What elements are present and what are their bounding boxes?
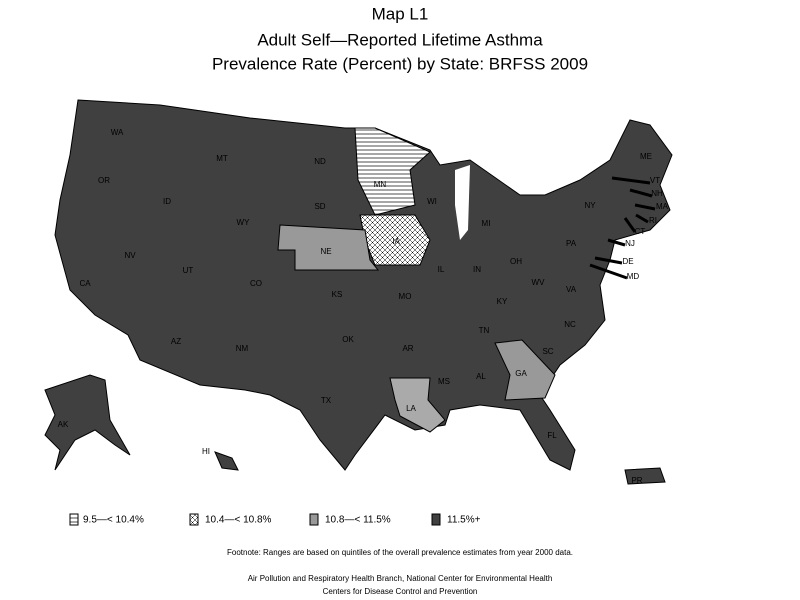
state-la bbox=[389, 377, 446, 433]
state-label: RI bbox=[649, 216, 657, 225]
state-label: WA bbox=[111, 128, 124, 137]
credit: Air Pollution and Respiratory Health Bra… bbox=[248, 574, 553, 583]
state-label: KS bbox=[332, 290, 343, 299]
legend-label: 11.5%+ bbox=[447, 515, 481, 526]
state-label: CA bbox=[79, 279, 91, 288]
state-label: VT bbox=[650, 176, 660, 185]
state-label: HI bbox=[202, 447, 210, 456]
state-label: IN bbox=[473, 265, 481, 274]
legend-swatch bbox=[69, 513, 79, 526]
state-pr bbox=[624, 467, 666, 485]
legend: 9.5—< 10.4% 10.4—< 10.8% 10.8—< 11.5% 11… bbox=[69, 513, 481, 526]
state-ne bbox=[277, 224, 380, 271]
state-hi bbox=[214, 451, 239, 471]
credit: Centers for Disease Control and Preventi… bbox=[323, 587, 478, 596]
title: Map L1 Adult Self—Reported Lifetime Asth… bbox=[212, 4, 588, 73]
state-label: CO bbox=[250, 279, 262, 288]
state-label: MS bbox=[438, 377, 450, 386]
legend-label: 9.5—< 10.4% bbox=[83, 515, 144, 526]
state-label: MD bbox=[627, 272, 640, 281]
state-label: MA bbox=[656, 202, 669, 211]
state-label: AR bbox=[402, 344, 413, 353]
state-label: NM bbox=[236, 344, 249, 353]
state-label: DE bbox=[622, 257, 633, 266]
footnote: Footnote: Ranges are based on quintiles … bbox=[227, 548, 573, 557]
state-label: CT bbox=[635, 227, 646, 236]
state-label: UT bbox=[183, 266, 194, 275]
state-label: GA bbox=[515, 369, 527, 378]
state-label: IL bbox=[438, 265, 445, 274]
state-label: NY bbox=[584, 201, 596, 210]
state-label: WI bbox=[427, 197, 437, 206]
state-label: MN bbox=[374, 180, 387, 189]
state-label: OR bbox=[98, 176, 110, 185]
state-label: PA bbox=[566, 239, 577, 248]
state-label: SD bbox=[314, 202, 325, 211]
state-label: TN bbox=[479, 326, 490, 335]
state-ga bbox=[494, 339, 556, 401]
state-label: LA bbox=[406, 404, 416, 413]
state-label: ME bbox=[640, 152, 652, 161]
legend-swatch bbox=[189, 513, 199, 526]
state-label: AZ bbox=[171, 337, 181, 346]
state-label: MT bbox=[216, 154, 228, 163]
state-label: ND bbox=[314, 157, 326, 166]
state-label: AL bbox=[476, 372, 486, 381]
state-ak bbox=[44, 374, 131, 471]
legend-swatch bbox=[431, 513, 441, 526]
title-line: Map L1 bbox=[372, 4, 429, 23]
state-label: IA bbox=[392, 237, 400, 246]
state-label: VA bbox=[566, 285, 577, 294]
state-label: WY bbox=[237, 218, 251, 227]
state-mn bbox=[354, 127, 431, 216]
legend-label: 10.8—< 11.5% bbox=[325, 515, 391, 526]
legend-label: 10.4—< 10.8% bbox=[205, 515, 272, 526]
state-label: OK bbox=[342, 335, 354, 344]
state-label: ID bbox=[163, 197, 171, 206]
title-line: Prevalence Rate (Percent) by State: BRFS… bbox=[212, 54, 588, 73]
state-label: NE bbox=[320, 247, 331, 256]
title-line: Adult Self—Reported Lifetime Asthma bbox=[257, 30, 543, 49]
state-label: NJ bbox=[625, 239, 635, 248]
state-label: MI bbox=[482, 219, 491, 228]
state-label: AK bbox=[58, 420, 69, 429]
state-label: WV bbox=[532, 278, 546, 287]
state-label: KY bbox=[497, 297, 508, 306]
state-labels: WA OR CA NV ID MT WY UT AZ CO NM ND SD NE KS OK TX MN IA MO… bbox=[58, 128, 669, 485]
lake bbox=[455, 165, 470, 240]
state-label: MO bbox=[399, 292, 412, 301]
state-label: NC bbox=[564, 320, 576, 329]
map: WA OR CA NV ID MT WY UT AZ CO NM ND SD NE KS OK TX MN IA MO… bbox=[44, 99, 673, 485]
state-label: OH bbox=[510, 257, 522, 266]
state-label: TX bbox=[321, 396, 332, 405]
legend-swatch bbox=[309, 513, 319, 526]
state-label: PR bbox=[631, 476, 642, 485]
state-label: FL bbox=[547, 431, 557, 440]
state-label: SC bbox=[542, 347, 553, 356]
callout-lines bbox=[589, 176, 656, 280]
state-label: NV bbox=[124, 251, 136, 260]
state-label: NH bbox=[651, 189, 663, 198]
